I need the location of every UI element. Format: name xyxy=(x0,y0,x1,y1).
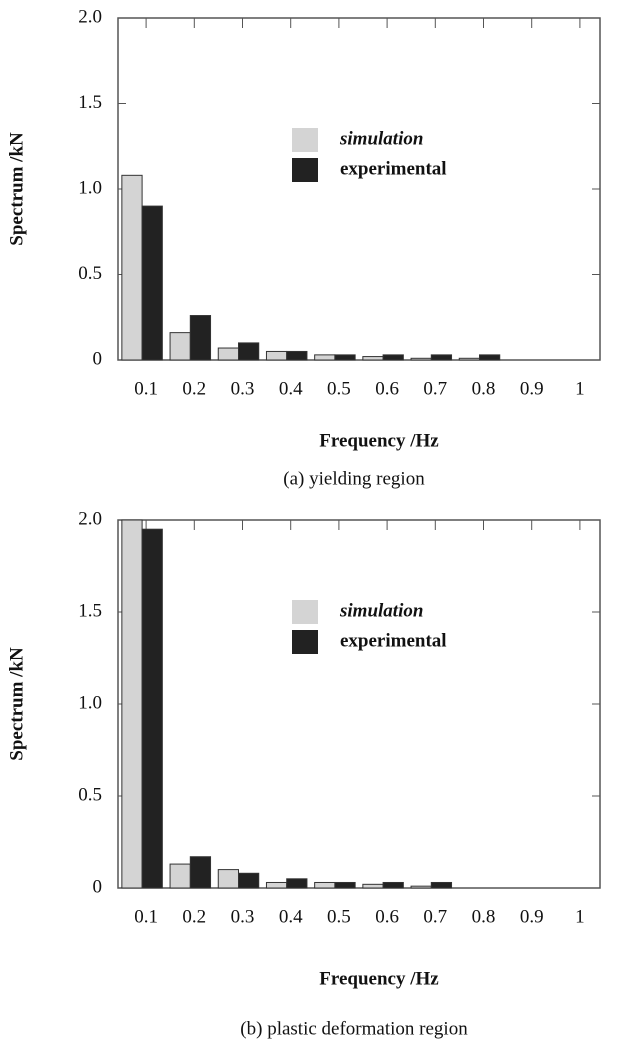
x-tick-label: 0.8 xyxy=(472,906,496,927)
bar xyxy=(169,863,191,889)
y-tick-label: 0 xyxy=(93,348,103,369)
bar xyxy=(286,878,308,889)
bar xyxy=(382,881,404,889)
legend-swatch xyxy=(292,128,318,152)
bar xyxy=(458,357,481,361)
bar xyxy=(430,881,453,889)
bar xyxy=(217,869,239,889)
x-tick-label: 0.8 xyxy=(472,378,496,399)
bar xyxy=(410,357,432,361)
x-tick-label: 0.2 xyxy=(182,906,206,927)
bar xyxy=(238,872,260,889)
legend-swatch xyxy=(292,600,318,624)
bar xyxy=(189,315,212,361)
bar xyxy=(217,347,239,361)
y-tick-label: 2.0 xyxy=(78,6,102,27)
caption: (b) plastic deformation region xyxy=(240,1018,468,1039)
x-tick-label: 0.3 xyxy=(231,378,255,399)
bar xyxy=(334,881,356,889)
x-tick-label: 0.3 xyxy=(231,906,255,927)
y-axis-label: Spectrum /kN xyxy=(6,647,27,761)
legend-label: experimental xyxy=(340,630,447,651)
bar xyxy=(430,354,453,361)
bar xyxy=(286,350,308,361)
bar xyxy=(314,354,336,361)
x-tick-label: 0.7 xyxy=(423,378,447,399)
bar xyxy=(362,356,384,361)
x-axis-label: Frequency /Hz xyxy=(319,430,439,451)
x-tick-label: 0.1 xyxy=(134,906,158,927)
y-tick-label: 2.0 xyxy=(78,508,102,529)
y-tick-label: 1.0 xyxy=(78,177,102,198)
bar xyxy=(121,174,143,361)
caption: (a) yielding region xyxy=(283,468,425,489)
x-axis-label: Frequency /Hz xyxy=(319,968,439,989)
y-tick-label: 0 xyxy=(93,876,103,897)
y-tick-label: 0.5 xyxy=(78,784,102,805)
x-tick-label: 0.4 xyxy=(279,378,303,399)
bar xyxy=(121,519,143,889)
legend-label: experimental xyxy=(340,158,447,179)
bar xyxy=(238,342,260,361)
x-tick-label: 0.4 xyxy=(279,906,303,927)
x-tick-label: 0.9 xyxy=(520,378,544,399)
plot-frame xyxy=(117,17,601,361)
y-tick-label: 1.5 xyxy=(78,600,102,621)
bar xyxy=(334,354,356,361)
y-tick-label: 1.5 xyxy=(78,92,102,113)
x-tick-label: 0.6 xyxy=(375,906,399,927)
x-tick-label: 0.2 xyxy=(182,378,206,399)
bar xyxy=(362,883,384,889)
y-axis-label: Spectrum /kN xyxy=(6,132,27,246)
bar xyxy=(314,881,336,889)
legend-swatch xyxy=(292,158,318,182)
bar xyxy=(141,528,163,889)
plot-frame xyxy=(117,519,601,889)
x-tick-label: 0.1 xyxy=(134,378,158,399)
y-tick-label: 1.0 xyxy=(78,692,102,713)
bar xyxy=(410,885,432,889)
y-tick-label: 0.5 xyxy=(78,263,102,284)
bar xyxy=(189,856,212,889)
bar xyxy=(141,205,163,361)
bar xyxy=(265,881,288,889)
bar xyxy=(382,354,404,361)
legend-label: simulation xyxy=(339,128,423,149)
x-tick-label: 1 xyxy=(575,906,585,927)
legend-swatch xyxy=(292,630,318,654)
x-tick-label: 0.6 xyxy=(375,378,399,399)
x-tick-label: 0.9 xyxy=(520,906,544,927)
legend-label: simulation xyxy=(339,600,423,621)
x-tick-label: 0.7 xyxy=(423,906,447,927)
x-tick-label: 1 xyxy=(575,378,585,399)
x-tick-label: 0.5 xyxy=(327,378,351,399)
bar xyxy=(169,332,191,361)
bar xyxy=(479,354,501,361)
bar xyxy=(265,350,288,361)
x-tick-label: 0.5 xyxy=(327,906,351,927)
